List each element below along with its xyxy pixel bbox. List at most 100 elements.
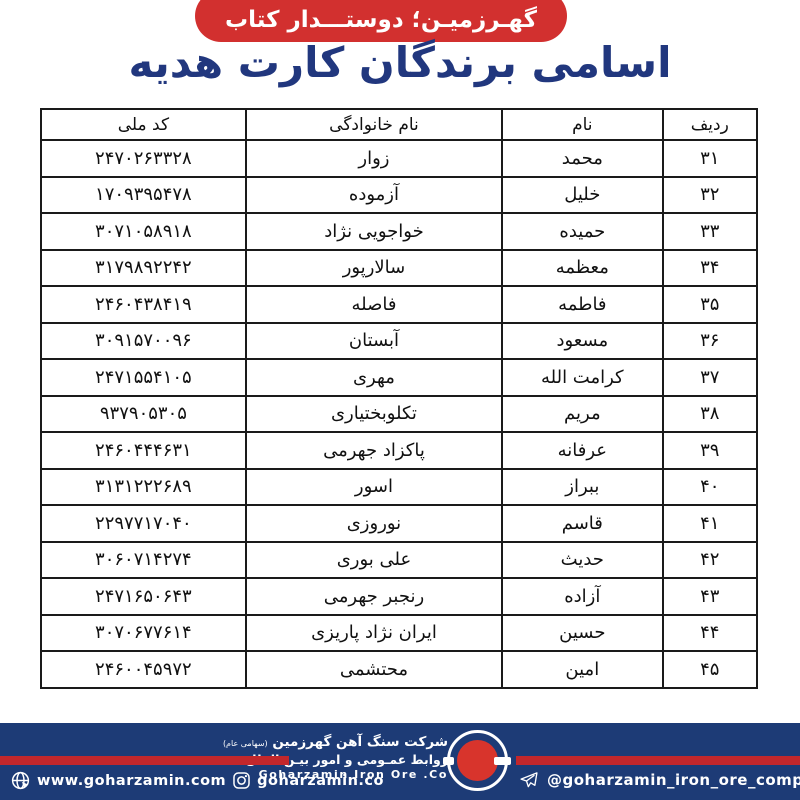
cell-first-name: حدیث [501, 540, 664, 579]
cell-row-number: ۴۱ [661, 504, 758, 543]
page-title: اسامی برندگان کارت هدیه [128, 38, 672, 87]
cell-first-name: قاسم [501, 504, 664, 543]
table-row: ۴۲ حدیث علی بوری ۳۰۶۰۷۱۴۲۷۴ [40, 540, 758, 579]
table-header-row: ردیف نام نام خانوادگی کد ملی [40, 108, 758, 141]
company-name-en: Goharzamin Iron Ore .Co [258, 767, 448, 781]
footer: شرکت سنگ آهن گهرزمین (سهامی عام) روابط ع… [0, 723, 800, 800]
instagram-icon [233, 772, 250, 789]
cell-national-code: ۳۰۷۱۰۵۸۹۱۸ [40, 212, 247, 251]
right-red-bar [516, 756, 800, 765]
cell-first-name: مریم [501, 394, 664, 433]
cell-last-name: سالارپور [244, 248, 504, 287]
cell-national-code: ۲۴۶۰۴۴۴۶۳۱ [40, 431, 247, 470]
cell-last-name: ایران نژاد پاریزی [244, 613, 504, 652]
cell-last-name: آزموده [244, 175, 504, 214]
cell-national-code: ۳۰۶۰۷۱۴۲۷۴ [40, 540, 247, 579]
cell-row-number: ۳۸ [661, 394, 758, 433]
instagram-handle: goharzamin.co [257, 772, 384, 789]
website-link: www.goharzamin.com [37, 772, 227, 789]
cell-last-name: علی بوری [244, 540, 504, 579]
cell-first-name: خلیل [501, 175, 664, 214]
cell-row-number: ۴۰ [661, 467, 758, 506]
cell-national-code: ۳۰۹۱۵۷۰۰۹۶ [40, 321, 247, 360]
cell-first-name: امین [501, 650, 664, 689]
cell-first-name: حسین [501, 613, 664, 652]
cell-first-name: معظمه [501, 248, 664, 287]
cell-national-code: ۲۲۹۷۷۱۷۰۴۰ [40, 504, 247, 543]
company-name: شرکت سنگ آهن گهرزمین [272, 734, 448, 750]
cell-first-name: حمیده [501, 212, 664, 251]
globe-icon [11, 771, 30, 790]
cell-national-code: ۲۴۷۱۶۵۰۶۴۳ [40, 577, 247, 616]
cell-last-name: اسور [244, 467, 504, 506]
cell-row-number: ۴۴ [661, 613, 758, 652]
cell-last-name: تکلوبختیاری [244, 394, 504, 433]
cell-row-number: ۳۱ [661, 139, 758, 178]
cell-last-name: نوروزی [244, 504, 504, 543]
table-row: ۴۴ حسین ایران نژاد پاریزی ۳۰۷۰۶۷۷۶۱۴ [40, 613, 758, 652]
col-header-last-name: نام خانوادگی [244, 108, 504, 141]
cell-row-number: ۳۵ [661, 285, 758, 324]
table-row: ۳۷ کرامت الله مهری ۲۴۷۱۵۵۴۱۰۵ [40, 358, 758, 397]
telegram-icon [520, 772, 538, 788]
cell-first-name: مسعود [501, 321, 664, 360]
cell-last-name: زوار [244, 139, 504, 178]
cell-first-name: فاطمه [501, 285, 664, 324]
telegram-row: @goharzamin_iron_ore_company [519, 770, 800, 790]
col-header-national-code: کد ملی [40, 108, 247, 141]
table-row: ۳۶ مسعود آبستان ۳۰۹۱۵۷۰۰۹۶ [40, 321, 758, 360]
banner-label: گهـرزمیـن؛ دوستـــدار کتاب [225, 7, 537, 33]
table-row: ۳۹ عرفانه پاکزاد جهرمی ۲۴۶۰۴۴۴۶۳۱ [40, 431, 758, 470]
cell-row-number: ۴۵ [661, 650, 758, 689]
logo-left-dash [443, 757, 454, 765]
cell-row-number: ۳۹ [661, 431, 758, 470]
table-row: ۳۴ معظمه سالارپور ۳۱۷۹۸۹۲۲۴۲ [40, 248, 758, 287]
table-row: ۳۳ حمیده خواجویی نژاد ۳۰۷۱۰۵۸۹۱۸ [40, 212, 758, 251]
cell-row-number: ۴۲ [661, 540, 758, 579]
table-row: ۴۰ ببراز اسور ۳۱۳۱۲۲۲۶۸۹ [40, 467, 758, 506]
cell-last-name: محتشمی [244, 650, 504, 689]
cell-first-name: عرفانه [501, 431, 664, 470]
cell-national-code: ۳۱۳۱۲۲۲۶۸۹ [40, 467, 247, 506]
cell-first-name: آزاده [501, 577, 664, 616]
cell-national-code: ۳۰۷۰۶۷۷۶۱۴ [40, 613, 247, 652]
cell-last-name: پاکزاد جهرمی [244, 431, 504, 470]
table-row: ۴۵ امین محتشمی ۲۴۶۰۰۴۵۹۷۲ [40, 650, 758, 689]
table-row: ۳۸ مریم تکلوبختیاری ۹۳۷۹۰۵۳۰۵ [40, 394, 758, 433]
logo-red-circle [457, 740, 498, 781]
company-name-line: شرکت سنگ آهن گهرزمین (سهامی عام) [223, 734, 448, 752]
company-name-suffix: (سهامی عام) [222, 739, 268, 748]
table-row: ۳۵ فاطمه فاصله ۲۴۶۰۴۳۸۴۱۹ [40, 285, 758, 324]
goharzamin-logo [443, 730, 511, 791]
header-banner: گهـرزمیـن؛ دوستـــدار کتاب [195, 0, 567, 42]
left-red-bar [0, 756, 289, 765]
web-links-row: www.goharzamin.com goharzamin.co [10, 770, 384, 791]
cell-national-code: ۳۱۷۹۸۹۲۲۴۲ [40, 248, 247, 287]
cell-last-name: رنجبر جهرمی [244, 577, 504, 616]
cell-last-name: آبستان [244, 321, 504, 360]
cell-national-code: ۲۴۶۰۰۴۵۹۷۲ [40, 650, 247, 689]
winners-table: ردیف نام نام خانوادگی کد ملی ۳۱ محمد زوار ۲… [40, 108, 758, 689]
cell-row-number: ۳۶ [661, 321, 758, 360]
cell-row-number: ۴۳ [661, 577, 758, 616]
telegram-handle: @goharzamin_iron_ore_company [547, 771, 800, 789]
col-header-first-name: نام [501, 108, 664, 141]
table-row: ۴۳ آزاده رنجبر جهرمی ۲۴۷۱۶۵۰۶۴۳ [40, 577, 758, 616]
cell-national-code: ۲۴۶۰۴۳۸۴۱۹ [40, 285, 247, 324]
cell-national-code: ۲۴۷۱۵۵۴۱۰۵ [40, 358, 247, 397]
cell-last-name: خواجویی نژاد [244, 212, 504, 251]
company-department: روابط عمـومی و امور بیـن الملل [245, 751, 448, 767]
table-row: ۳۲ خلیل آزموده ۱۷۰۹۳۹۵۴۷۸ [40, 175, 758, 214]
table-row: ۳۱ محمد زوار ۲۴۷۰۲۶۳۳۲۸ [40, 139, 758, 178]
table-row: ۴۱ قاسم نوروزی ۲۲۹۷۷۱۷۰۴۰ [40, 504, 758, 543]
cell-first-name: کرامت الله [501, 358, 664, 397]
logo-right-dash [494, 757, 511, 765]
cell-last-name: مهری [244, 358, 504, 397]
cell-last-name: فاصله [244, 285, 504, 324]
col-header-row-number: ردیف [661, 108, 758, 141]
cell-national-code: ۱۷۰۹۳۹۵۴۷۸ [40, 175, 247, 214]
cell-row-number: ۳۷ [661, 358, 758, 397]
cell-row-number: ۳۳ [661, 212, 758, 251]
cell-first-name: ببراز [501, 467, 664, 506]
